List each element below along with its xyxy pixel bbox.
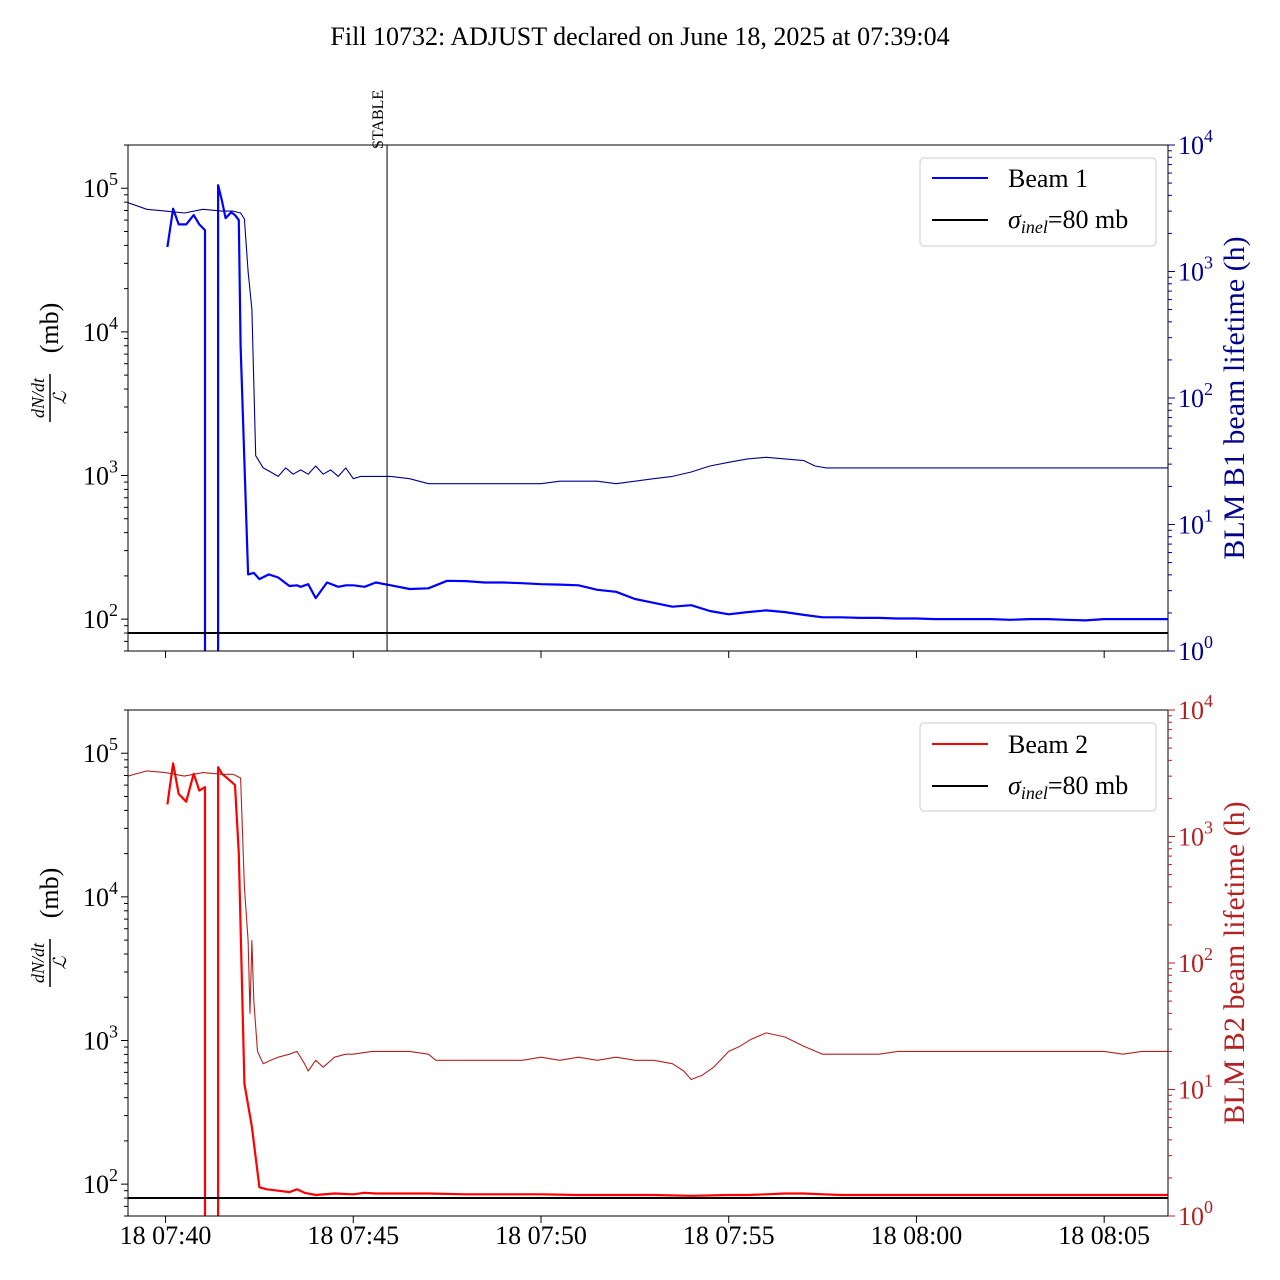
lifetime-series-line (128, 202, 1168, 485)
x-tick-label: 18 07:55 (683, 1221, 775, 1250)
chart-title: Fill 10732: ADJUST declared on June 18, … (330, 22, 949, 51)
top-legend-label-beam: Beam 1 (1008, 164, 1088, 193)
bottom-ylabel-numerator: dN/dt (28, 942, 48, 983)
x-tick-label: 18 07:50 (495, 1221, 587, 1250)
bottom-plot-area (128, 762, 1168, 1216)
top-legend: Beam 1 σinel=80 mb (919, 157, 1157, 247)
right-tick-label: 100 (1178, 632, 1213, 666)
right-tick-label: 100 (1178, 1197, 1213, 1231)
right-tick-label: 101 (1178, 506, 1213, 540)
bottom-right-ylabel: BLM B2 beam lifetime (h) (1218, 801, 1251, 1124)
bottom-legend: Beam 2 σinel=80 mb (919, 722, 1157, 812)
right-tick-label: 103 (1178, 818, 1213, 852)
left-tick-label: 105 (83, 169, 118, 203)
left-tick-label: 104 (83, 313, 118, 347)
plot-clip-group (128, 145, 1168, 651)
top-right-ticks: 100 101 102 103 104 (1168, 126, 1213, 666)
top-right-ylabel: BLM B1 beam lifetime (h) (1218, 236, 1251, 559)
left-tick-label: 103 (83, 1022, 118, 1056)
bottom-legend-label-beam: Beam 2 (1008, 730, 1088, 759)
bottom-left-ylabel: dN/dt ℒ (mb) (28, 868, 70, 987)
right-tick-label: 104 (1178, 126, 1213, 160)
bottom-legend-label-sigma: σinel=80 mb (1008, 771, 1128, 803)
x-tick-label: 18 07:45 (307, 1221, 399, 1250)
right-tick-label: 102 (1178, 944, 1213, 978)
left-tick-label: 105 (83, 734, 118, 768)
right-tick-label: 104 (1178, 691, 1213, 725)
bottom-ylabel-unit: (mb) (35, 868, 64, 919)
left-tick-label: 104 (83, 878, 118, 912)
beam-series-line (166, 762, 1168, 1216)
stable-label: STABLE (370, 90, 387, 149)
plot-clip-group (128, 762, 1168, 1216)
right-tick-label: 101 (1178, 1071, 1213, 1105)
lifetime-series-line (128, 770, 1168, 1081)
beam-series-line (166, 184, 1168, 651)
right-tick-label: 103 (1178, 253, 1213, 287)
right-tick-label: 102 (1178, 379, 1213, 413)
top-panel: 102 103 104 105 100 101 102 103 104 STABLE dN/d… (28, 90, 1251, 666)
top-left-ylabel: dN/dt ℒ (mb) (28, 303, 70, 422)
left-tick-label: 103 (83, 457, 118, 491)
top-legend-label-sigma: σinel=80 mb (1008, 205, 1128, 237)
bottom-right-ticks: 100 101 102 103 104 (1168, 691, 1213, 1231)
top-x-ticks (165, 651, 1105, 658)
top-ylabel-unit: (mb) (35, 303, 64, 354)
top-ylabel-numerator: dN/dt (28, 377, 48, 418)
top-legend-box (919, 157, 1157, 247)
bottom-left-ticks: 102 103 104 105 (83, 709, 128, 1217)
top-plot-area (128, 145, 1168, 651)
top-left-ticks: 102 103 104 105 (83, 144, 128, 652)
bottom-ylabel-denominator: ℒ (50, 955, 70, 969)
x-tick-label: 18 08:00 (871, 1221, 963, 1250)
left-tick-label: 102 (83, 600, 118, 634)
x-tick-label: 18 08:05 (1058, 1221, 1150, 1250)
top-ylabel-denominator: ℒ (50, 390, 70, 404)
x-tick-label: 18 07:40 (120, 1221, 212, 1250)
left-tick-label: 102 (83, 1165, 118, 1199)
bottom-x-ticks: 18 07:40 18 07:45 18 07:50 18 07:55 18 08:00… (120, 1216, 1150, 1250)
